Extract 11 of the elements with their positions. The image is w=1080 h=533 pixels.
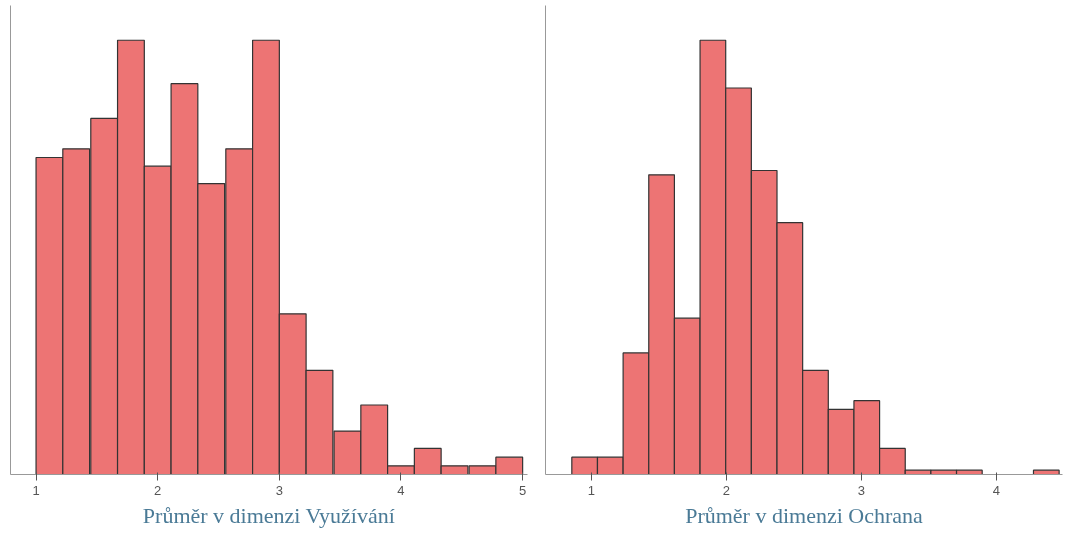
x-tick-label: 3 [857,482,865,498]
x-tick-label: 1 [32,482,40,498]
x-tick-label: 2 [722,482,730,498]
x-tick-label: 3 [275,482,283,498]
x-tick-label: 1 [587,482,596,498]
x-tick-label: 2 [154,482,162,498]
x-tick-label: 4 [397,482,405,498]
x-tick-label: 4 [992,482,1000,498]
x-axis-title: Průměr v dimenzi Využívání [142,502,395,528]
x-tick-label: 5 [519,482,527,498]
x-axis-title: Průměr v dimenzi Ochrana [685,502,924,528]
